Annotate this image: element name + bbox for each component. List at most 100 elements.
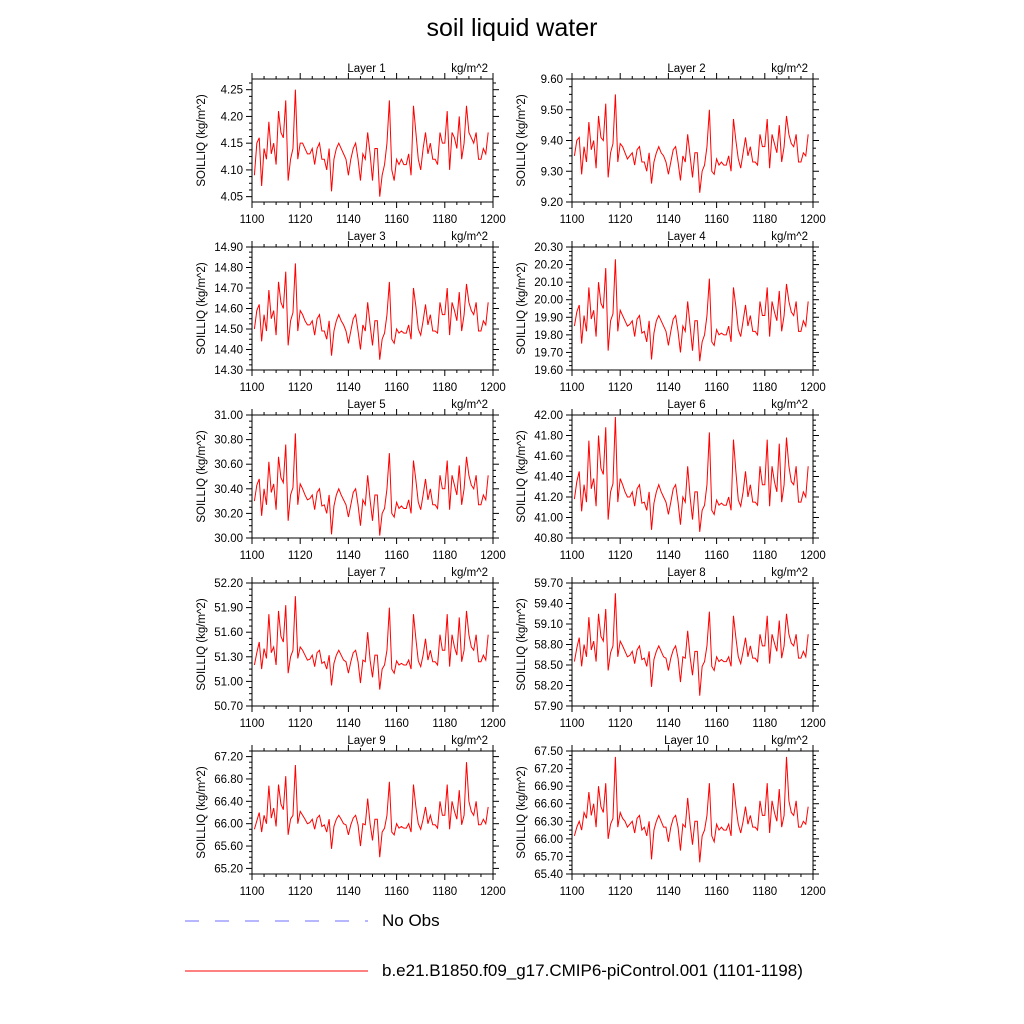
layer-9-y-tick-label: 65.20 [214,863,243,875]
layer-8-title: Layer 8 [667,567,705,579]
layer-7-x-tick-label: 1200 [480,718,506,730]
layer-7-title: Layer 7 [347,567,385,579]
layer-5-panel: 1100 1120 1140 1160 1180 1200 30.00 30.20 30.40 3… [196,399,506,562]
layer-9-x-tick-label: 1120 [288,886,313,898]
layer-7-y-tick-label: 51.60 [214,627,243,639]
layer-2-x-tick-label: 1140 [656,214,681,226]
layer-9-x-tick-label: 1180 [432,886,457,898]
layer-2-frame [571,78,814,203]
layer-10-x-tick-label: 1140 [656,886,681,898]
layer-8-x-tick-label: 1180 [752,718,777,730]
layer-3-y-tick-label: 14.30 [214,365,243,377]
layer-4-y-tick-label: 19.60 [534,365,563,377]
layer-8-panel: 1100 1120 1140 1160 1180 1200 57.90 58.20 58.50 5… [516,567,826,730]
layer-9-title: Layer 9 [347,735,385,747]
layer-10-title: Layer 10 [664,735,709,747]
layer-4-title: Layer 4 [667,231,706,243]
layer-8-x-tick-label: 1120 [608,718,633,730]
layer-7-x-tick-label: 1180 [432,718,457,730]
layer-1-frame [251,78,494,203]
layer-5-y-tick-label: 30.40 [214,484,243,496]
layer-5-units: kg/m^2 [451,399,488,411]
layer-10-y-tick-label: 66.30 [534,816,563,828]
layer-9-x-tick-label: 1100 [240,886,265,898]
layer-5-x-tick-label: 1200 [480,550,506,562]
layer-9-panel: 1100 1120 1140 1160 1180 1200 65.20 65.60 66.00 6… [196,735,506,898]
layer-7-x-tick-label: 1100 [240,718,265,730]
layer-10-x-tick-label: 1100 [560,886,585,898]
layer-2-y-tick-label: 9.20 [541,197,563,209]
layer-4-units: kg/m^2 [771,231,808,243]
layer-6-x-tick-label: 1200 [800,550,826,562]
layer-2-title: Layer 2 [667,63,705,75]
layer-4-y-tick-label: 20.00 [534,295,563,307]
layer-3-y-tick-label: 14.70 [214,283,243,295]
layer-6-y-tick-label: 40.80 [534,533,563,545]
layer-7-y-tick-label: 51.00 [214,676,243,688]
layer-4-series-line [573,259,809,362]
layer-8-y-axis-label: SOILLIQ (kg/m^2) [516,598,528,690]
layer-1-y-tick-label: 4.20 [221,111,243,123]
layer-3-y-tick-label: 14.90 [214,242,243,254]
layer-1-series-line [253,89,489,197]
layer-7-y-tick-label: 52.20 [214,578,243,590]
layer-5-series-line [253,433,489,536]
layer-10-series-line [573,756,809,863]
layer-8-x-tick-label: 1140 [656,718,681,730]
layer-8-y-tick-label: 59.10 [534,619,563,631]
layer-3-y-tick-label: 14.40 [214,345,243,357]
layer-3-frame [251,246,494,371]
layer-10-y-tick-label: 67.50 [534,746,563,758]
layer-6-y-tick-label: 41.60 [534,451,563,463]
layer-1-title: Layer 1 [347,63,385,75]
layer-1-x-tick-label: 1140 [336,214,361,226]
layer-4-panel: 1100 1120 1140 1160 1180 1200 19.60 19.70 19.80 1… [516,231,826,394]
layer-7-panel: 1100 1120 1140 1160 1180 1200 50.70 51.00 51.30 5… [196,567,506,730]
layer-1-panel: 1100 1120 1140 1160 1180 1200 4.05 4.10 4.15 4.20… [196,63,506,226]
layer-4-x-tick-label: 1200 [800,382,826,394]
layer-3-x-tick-label: 1200 [480,382,506,394]
layer-8-x-tick-label: 1200 [800,718,826,730]
layer-2-y-tick-label: 9.60 [541,74,563,86]
layer-2-panel: 1100 1120 1140 1160 1180 1200 9.20 9.30 9.40 9.50… [516,63,826,226]
layer-6-y-tick-label: 41.40 [534,472,563,484]
layer-4-x-tick-label: 1100 [560,382,585,394]
layer-6-y-axis-label: SOILLIQ (kg/m^2) [516,430,528,522]
layer-9-y-tick-label: 67.20 [214,752,243,764]
layer-7-x-tick-label: 1120 [288,718,313,730]
layer-9-y-axis-label: SOILLIQ (kg/m^2) [196,766,208,858]
layer-8-y-tick-label: 58.80 [534,640,563,652]
layer-4-x-tick-label: 1160 [704,382,729,394]
layer-6-units: kg/m^2 [771,399,808,411]
layer-1-x-tick-label: 1200 [480,214,506,226]
layer-8-y-tick-label: 57.90 [534,701,563,713]
layer-2-x-tick-label: 1100 [560,214,585,226]
layer-9-x-tick-label: 1160 [384,886,409,898]
layer-7-series-line [253,596,489,690]
layer-9-units: kg/m^2 [451,735,488,747]
layer-2-y-tick-label: 9.50 [541,105,563,117]
layer-1-x-tick-label: 1180 [432,214,457,226]
layer-5-x-tick-label: 1100 [240,550,265,562]
layer-8-y-tick-label: 58.50 [534,660,563,672]
layer-4-y-tick-label: 19.90 [534,312,563,324]
layer-10-frame [571,750,814,875]
layer-6-x-tick-label: 1100 [560,550,585,562]
layer-2-y-axis-label: SOILLIQ (kg/m^2) [516,94,528,186]
layer-7-y-tick-label: 51.30 [214,652,243,664]
layer-3-panel: 1100 1120 1140 1160 1180 1200 14.30 14.40 14.50 1… [196,231,506,394]
layer-8-series-line [573,593,809,696]
layer-7-y-tick-label: 51.90 [214,603,243,615]
layer-10-y-tick-label: 65.40 [534,869,563,881]
layer-5-x-tick-label: 1140 [336,550,361,562]
layer-5-title: Layer 5 [347,399,385,411]
layer-2-y-tick-label: 9.40 [541,136,563,148]
layer-8-frame [571,582,814,707]
layer-3-y-tick-label: 14.80 [214,263,243,275]
layer-9-y-tick-label: 66.40 [214,796,243,808]
layer-4-y-tick-label: 19.70 [534,347,563,359]
layer-8-y-tick-label: 58.20 [534,681,563,693]
layer-3-y-axis-label: SOILLIQ (kg/m^2) [196,262,208,354]
